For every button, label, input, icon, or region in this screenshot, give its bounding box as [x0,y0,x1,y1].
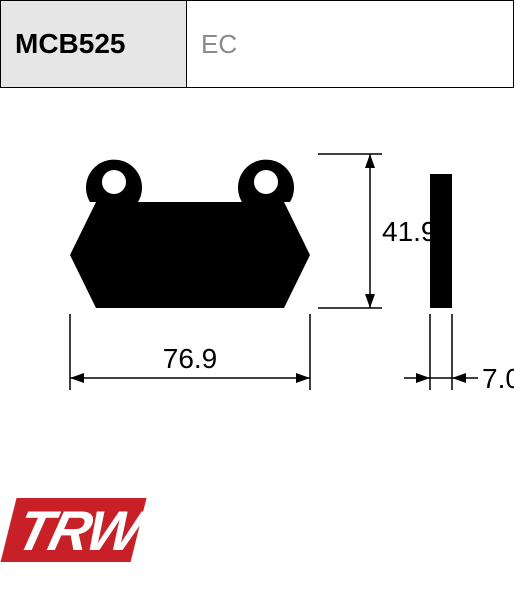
dim-thickness [404,314,478,390]
product-code: MCB525 [15,28,125,60]
logo-text: TRW [10,501,150,563]
product-code-cell: MCB525 [1,1,187,87]
pad-front-shape [70,160,310,308]
trw-logo: TRW [0,468,150,588]
dim-height [318,154,382,308]
header-bar: MCB525 EC [0,0,514,88]
dim-height-label: 41.9 [382,216,437,247]
brake-pad-front [70,160,310,308]
variant-label: EC [201,29,237,60]
variant-cell: EC [187,1,513,87]
dim-width-label: 76.9 [163,343,218,374]
dim-thickness-label: 7.0 [482,363,514,394]
